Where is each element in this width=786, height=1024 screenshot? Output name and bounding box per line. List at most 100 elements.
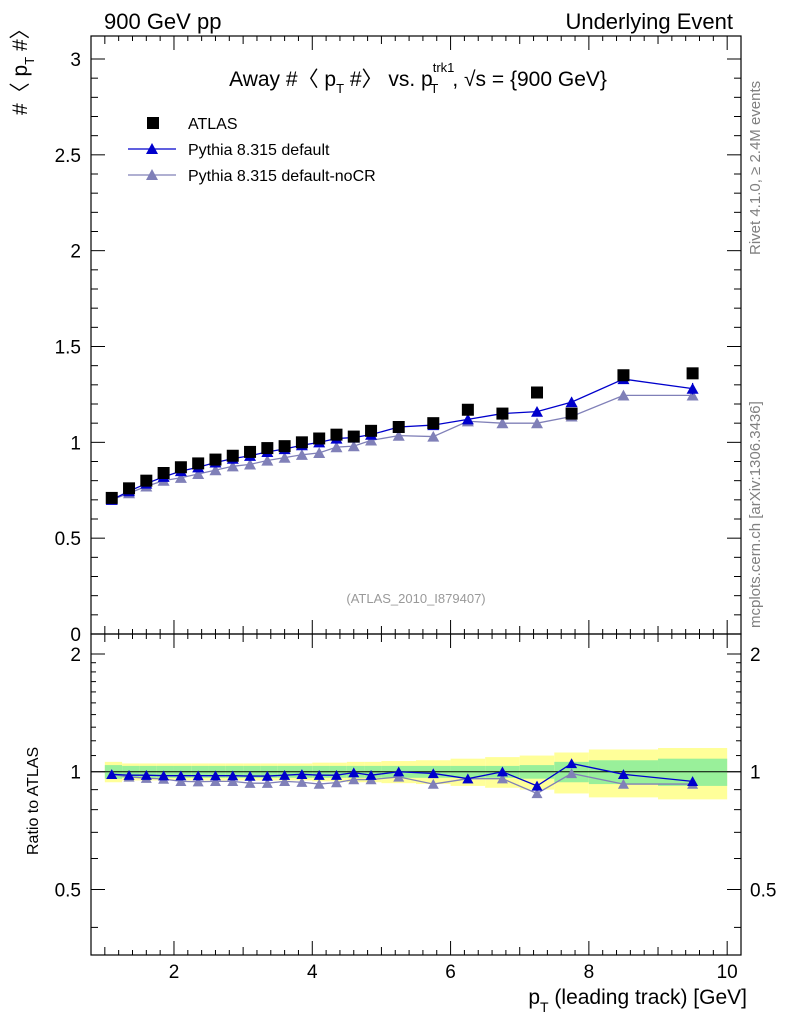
atlas-data-point: [244, 445, 257, 458]
y-axis-label: #〈 pT #〉: [9, 18, 37, 115]
ratio-point-1: [123, 769, 135, 780]
ratio-point-1: [244, 770, 256, 781]
series-point-2: [531, 417, 544, 429]
series-point-2: [686, 389, 699, 401]
y-tick-label: 0: [70, 625, 81, 646]
atlas-data-point: [105, 491, 118, 504]
ratio-line-2: [111, 772, 693, 795]
y-tick-label: 1.5: [55, 338, 81, 359]
series-point-1: [686, 382, 699, 394]
ratio-point-2: [209, 776, 221, 787]
ratio-point-2: [192, 776, 204, 787]
ratio-y-tick-label-right: 0.5: [750, 880, 776, 901]
ratio-point-1: [393, 766, 405, 777]
ratio-point-1: [687, 776, 699, 787]
ratio-point-2: [279, 776, 291, 787]
ratio-point-1: [158, 770, 170, 781]
series-point-2: [278, 451, 291, 463]
series-point-2: [313, 447, 326, 458]
y-tick-label: 1: [70, 433, 81, 454]
atlas-data-point: [123, 482, 136, 495]
x-tick-label: 2: [169, 962, 180, 983]
atlas-data-point: [461, 403, 474, 416]
series-point-1: [461, 413, 474, 425]
atlas-data-point: [565, 407, 578, 420]
atlas-data-point: [140, 474, 153, 487]
y-tick-label: 0.5: [55, 529, 81, 550]
x-axis-label: pT (leading track) [GeV]: [528, 986, 747, 1015]
ratio-point-1: [227, 770, 239, 781]
series-point-2: [244, 458, 257, 470]
ratio-point-2: [175, 776, 187, 787]
series-point-2: [192, 468, 205, 480]
ratio-point-1: [279, 769, 291, 780]
y-tick-label: 2: [70, 242, 81, 263]
ratio-y-tick-label: 0.5: [55, 880, 81, 901]
ratio-point-2: [427, 778, 439, 789]
ratio-point-1: [462, 773, 474, 784]
series-point-2: [261, 454, 274, 466]
chart-title: Away #〈 pT #〉 vs. ptrk1 T, √s = {900 GeV}: [229, 60, 607, 96]
series-point-1: [531, 405, 544, 417]
ratio-point-1: [296, 769, 308, 779]
series-point-2: [174, 472, 187, 483]
ratio-y-axis-label: Ratio to ATLAS: [25, 747, 42, 855]
ratio-point-2: [348, 774, 360, 785]
atlas-data-point: [295, 436, 308, 449]
ratio-y-tick-label: 2: [70, 645, 81, 666]
legend-marker-atlas: [147, 117, 159, 129]
ratio-point-1: [566, 758, 578, 769]
atlas-data-point: [157, 467, 170, 479]
ratio-point-1: [496, 766, 508, 777]
ratio-point-1: [209, 770, 221, 781]
legend-label-atlas: ATLAS: [188, 116, 238, 133]
mcplots-label: mcplots.cern.ch [arXiv:1306.3436]: [747, 401, 764, 628]
series-point-2: [365, 434, 378, 446]
plot-layer: 2 4 6 8 10 0 0.5 1 1.5 2 2.5 3 0.5 0.5 1 1 2 2: [55, 35, 776, 983]
legend-label-default: Pythia 8.315 default: [188, 142, 330, 159]
series-point-2: [427, 430, 440, 442]
ratio-point-1: [192, 770, 204, 781]
atlas-data-point: [496, 407, 509, 420]
atlas-data-point: [174, 461, 187, 474]
x-tick-label: 4: [307, 962, 318, 983]
x-tick-label: 10: [717, 962, 738, 983]
y-tick-label: 2.5: [55, 146, 81, 167]
series-point-2: [617, 389, 630, 401]
ratio-point-1: [617, 769, 629, 779]
ratio-point-1: [140, 769, 152, 780]
ratio-point-2: [313, 778, 325, 789]
ratio-point-1: [261, 770, 273, 781]
atlas-data-point: [686, 367, 699, 380]
ratio-y-tick-label-right: 2: [750, 645, 761, 666]
atlas-data-point: [278, 440, 291, 453]
ratio-point-2: [531, 788, 543, 799]
series-point-2: [392, 429, 405, 441]
series-point-2: [330, 441, 343, 453]
series-line-2: [111, 394, 693, 501]
atlas-data-point: [427, 417, 440, 430]
analysis-label: (ATLAS_2010_I879407): [346, 591, 485, 606]
legend-label-nocr: Pythia 8.315 default-noCR: [188, 168, 376, 185]
ratio-point-2: [330, 777, 342, 788]
atlas-data-point: [365, 424, 378, 437]
series-point-2: [295, 449, 308, 460]
ratio-point-2: [617, 778, 629, 789]
legend-marker-nocr: [146, 169, 158, 180]
ratio-point-2: [566, 768, 578, 779]
ratio-point-2: [244, 777, 256, 788]
series-point-2: [496, 417, 509, 429]
x-tick-label: 8: [584, 962, 595, 983]
ratio-point-1: [175, 770, 187, 781]
atlas-data-point: [192, 457, 205, 470]
ratio-point-1: [531, 780, 543, 791]
ratio-point-1: [427, 768, 439, 779]
series-point-2: [226, 460, 239, 472]
atlas-data-point: [392, 421, 405, 433]
y-tick-label: 3: [70, 50, 81, 71]
ratio-point-2: [296, 777, 308, 787]
ratio-point-2: [261, 777, 273, 788]
atlas-data-point: [209, 453, 222, 466]
series-point-2: [347, 440, 360, 452]
